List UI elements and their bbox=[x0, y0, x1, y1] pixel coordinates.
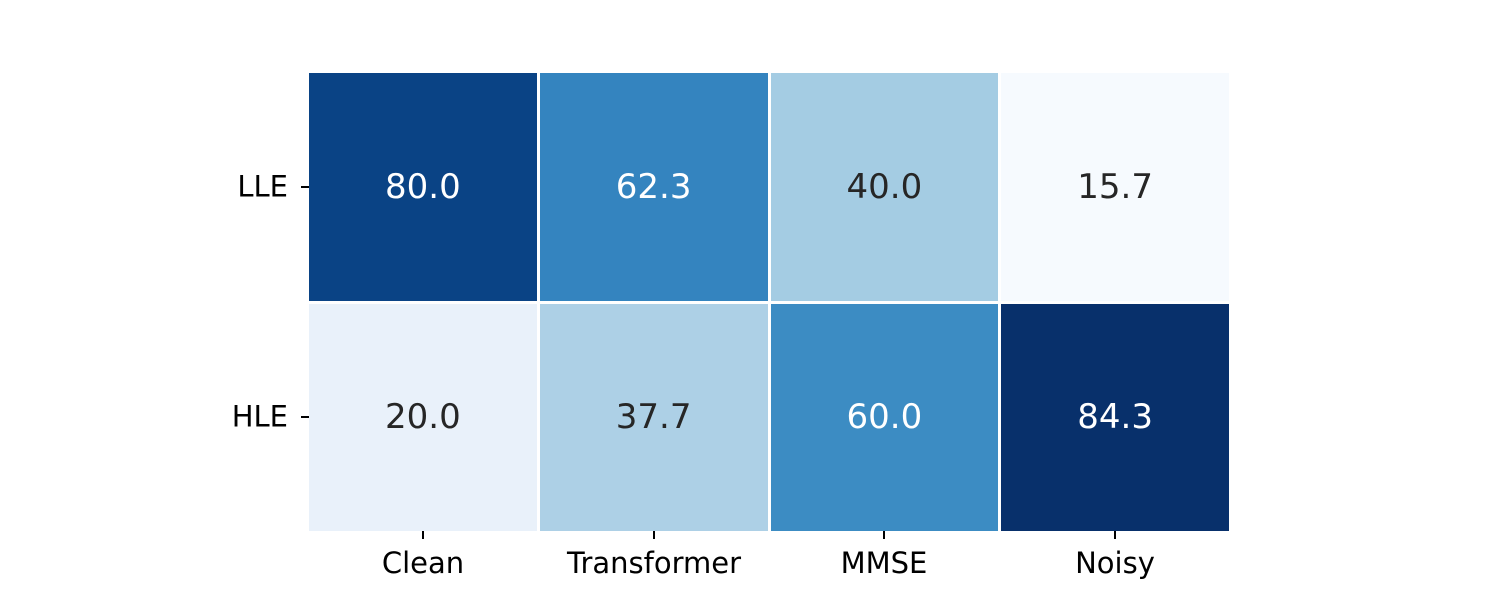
x-tick-label-clean: Clean bbox=[381, 546, 465, 580]
x-tick-mark-noisy bbox=[1114, 531, 1116, 539]
heatmap: 80.0 62.3 40.0 15.7 20.0 37.7 60.0 84.3 bbox=[309, 73, 1229, 531]
x-tick-label-noisy: Noisy bbox=[1075, 546, 1155, 580]
heatmap-cell-lle-noisy: 15.7 bbox=[1001, 73, 1229, 301]
y-tick-label-lle: LLE bbox=[237, 169, 288, 204]
heatmap-cell-hle-noisy: 84.3 bbox=[1001, 303, 1229, 531]
heatmap-cell-lle-clean: 80.0 bbox=[309, 73, 537, 301]
y-tick-mark-hle bbox=[301, 416, 309, 418]
heatmap-cell-hle-transformer: 37.7 bbox=[539, 303, 768, 531]
x-tick-mark-transformer bbox=[653, 531, 655, 539]
x-tick-mark-clean bbox=[422, 531, 424, 539]
x-tick-label-mmse: MMSE bbox=[840, 546, 928, 580]
heatmap-cell-lle-transformer: 62.3 bbox=[539, 73, 768, 301]
y-tick-label-hle: HLE bbox=[231, 399, 288, 434]
heatmap-cell-hle-mmse: 60.0 bbox=[770, 303, 999, 531]
heatmap-cell-hle-clean: 20.0 bbox=[309, 303, 537, 531]
heatmap-cell-lle-mmse: 40.0 bbox=[770, 73, 999, 301]
y-tick-mark-lle bbox=[301, 186, 309, 188]
x-tick-mark-mmse bbox=[883, 531, 885, 539]
x-tick-label-transformer: Transformer bbox=[566, 546, 742, 580]
